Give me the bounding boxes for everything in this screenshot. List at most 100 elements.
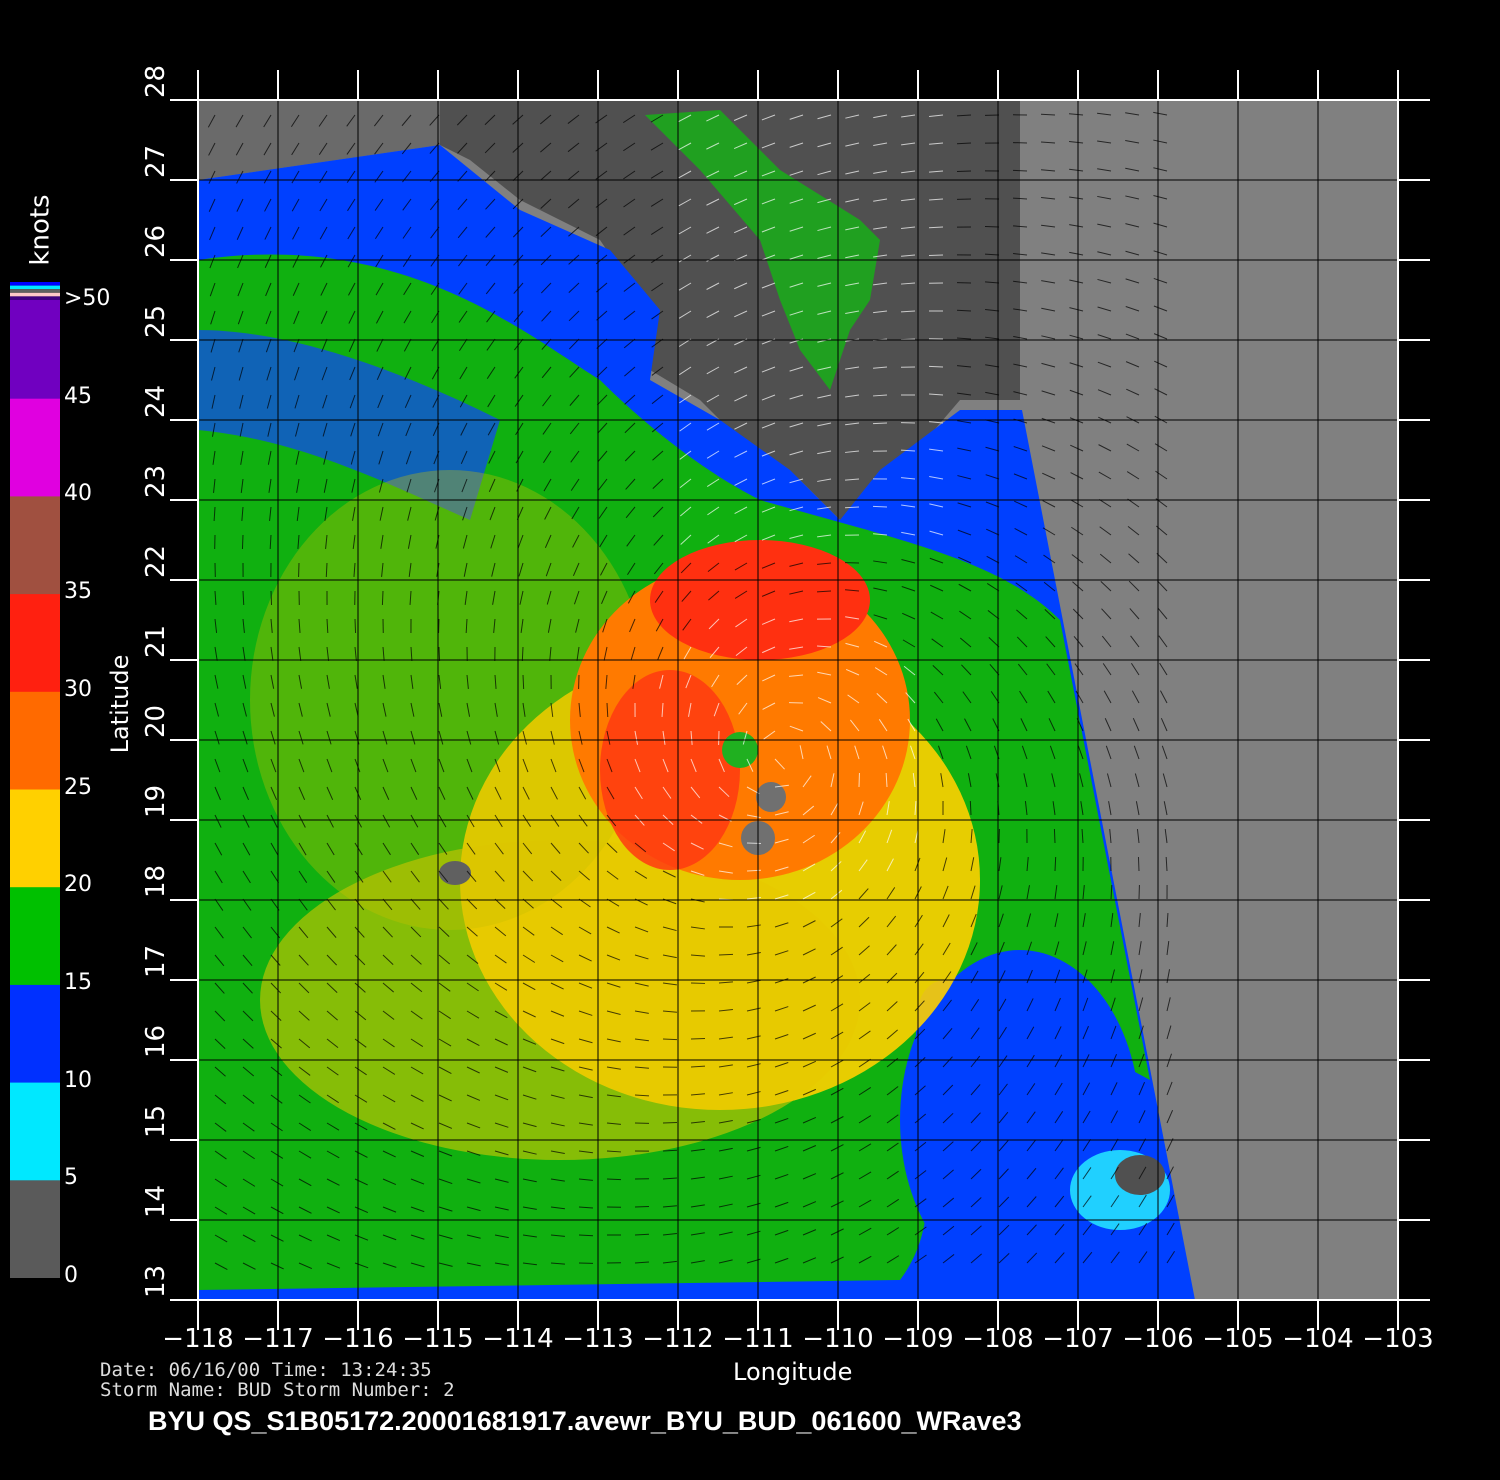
wind-barb [690,1232,705,1236]
wind-barb [270,786,278,801]
wind-barb [634,954,649,960]
wind-barb [606,1010,621,1015]
wind-barb [522,674,525,690]
wind-barb [320,310,328,324]
y-tick-label: 20 [141,704,171,738]
wind-barb [350,422,356,437]
wind-barb [1153,333,1168,340]
wind-barb [901,254,916,257]
wind-barb [1166,912,1169,928]
wind-barb [382,1234,397,1241]
wind-barb [466,1234,481,1239]
wind-barb [734,534,748,543]
wind-barb [354,1010,367,1021]
wind-barb [957,365,972,368]
wind-barb [578,1066,593,1071]
wind-barb [886,887,896,900]
wind-barb [970,885,976,900]
wind-barb [569,394,580,406]
wind-barb [410,1206,425,1213]
wind-barb [734,366,748,374]
wind-barb [606,1150,622,1153]
wind-barb [858,1086,872,1096]
wind-barb [1127,525,1140,536]
wind-barb [354,1150,368,1158]
wind-barb [550,1038,565,1045]
wind-barb [1153,222,1168,228]
wind-barb [1026,998,1034,1012]
wind-barb [214,870,223,884]
wind-barb [326,758,333,773]
wind-barb [845,226,860,231]
wind-barb [662,758,669,773]
wind-barb [1166,1250,1175,1264]
wind-barb [845,668,860,676]
wind-barb [1082,997,1089,1012]
wind-barb [761,170,776,177]
wind-barb [623,198,636,208]
wind-barb [914,1141,927,1152]
wind-barb [318,142,328,155]
wind-barb [514,394,524,407]
wind-barb [650,170,664,179]
wind-barb [1153,250,1168,256]
wind-barb [1126,471,1140,480]
wind-barb [266,394,272,409]
wind-barb [634,1066,649,1069]
wind-barb [597,450,608,463]
wind-barb [486,310,496,323]
wind-barb [1097,223,1112,228]
wind-barb [298,898,308,911]
wind-barb [1097,112,1112,116]
wind-barb [998,1224,1010,1236]
wind-barb [349,366,356,381]
wind-barb [901,282,916,285]
wind-barb [326,954,338,966]
wind-barb [942,1225,955,1236]
wind-barb [494,1010,508,1019]
wind-barb [237,310,244,325]
wind-barb [270,1262,284,1270]
wind-barb [266,366,272,381]
wind-barb [1054,941,1060,956]
wind-barb [678,170,692,179]
wind-barb [858,1002,871,1012]
wind-barb [942,1112,954,1124]
wind-barb [596,366,608,378]
wind-barb [1026,913,1032,928]
wind-barb [242,1094,255,1104]
wind-barb [830,802,839,816]
wind-barb [1099,526,1112,536]
wind-barb [914,1057,926,1068]
wind-barb [407,506,412,521]
wind-barb [761,198,776,205]
wind-barb [1043,554,1056,564]
wind-barb [1155,470,1168,480]
wind-barb [817,254,832,259]
wind-barb [578,870,590,881]
wind-barb [410,674,414,689]
colorbar-tick-label: 15 [64,969,92,995]
wind-barb [774,1145,789,1152]
wind-barb [571,506,580,520]
wind-barb [242,618,245,633]
wind-barb [407,534,412,549]
wind-barb [494,1122,509,1128]
wind-barb [746,786,760,795]
wind-barb [940,773,944,788]
wind-barb [1071,554,1084,564]
wind-barb [986,528,1000,536]
wind-barb [817,114,832,120]
wind-barb [774,838,789,844]
wind-barb [292,226,300,240]
wind-barb [382,842,391,856]
wind-barb [488,478,496,492]
wind-barb [354,674,358,689]
wind-barb [1054,1054,1063,1068]
wind-barb [718,1064,733,1068]
wind-barb [578,842,589,854]
wind-barb [718,1008,733,1012]
wind-barb [1138,1025,1144,1040]
wind-barb [298,954,309,966]
wind-barb [242,758,249,773]
